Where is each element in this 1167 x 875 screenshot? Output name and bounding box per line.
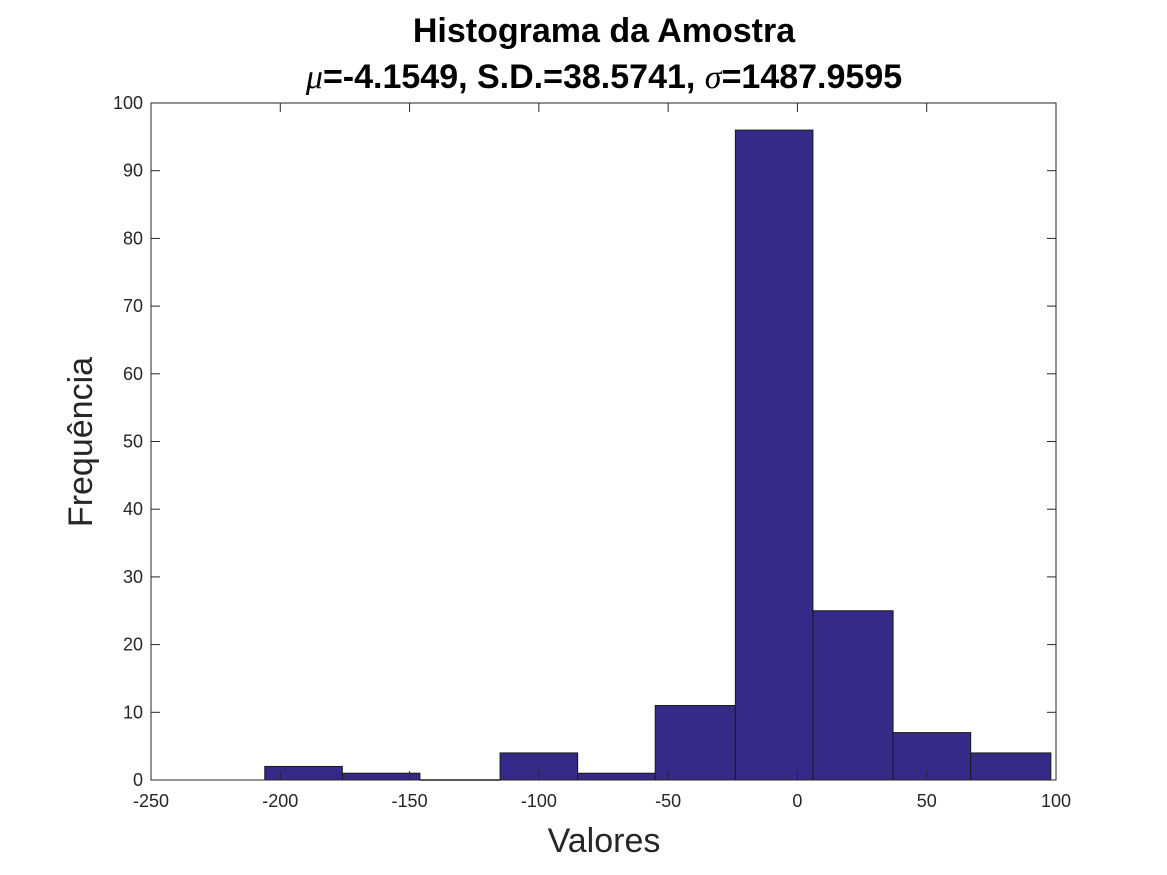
- y-tick-label: 60: [123, 364, 143, 384]
- x-tick-label: 0: [792, 791, 802, 811]
- axes: [150, 102, 1057, 781]
- histogram-bars: [264, 129, 1052, 781]
- histogram-bar-7: [812, 610, 894, 781]
- y-tick-label: 20: [123, 635, 143, 655]
- histogram-bar-6: [734, 129, 814, 781]
- y-tick-label: 40: [123, 499, 143, 519]
- x-axis-label: Valores: [548, 822, 661, 860]
- y-axis-ticks: 0 10 20 30 40 50 60 70 80 90 100: [113, 93, 1056, 790]
- histogram-bar-8: [892, 732, 972, 781]
- x-tick-label: -50: [655, 791, 681, 811]
- y-tick-label: 80: [123, 228, 143, 248]
- x-tick-label: -200: [262, 791, 298, 811]
- x-tick-label: -250: [133, 791, 169, 811]
- y-tick-label: 10: [123, 702, 143, 722]
- y-axis-label: Frequência: [62, 357, 100, 527]
- histogram-bar-9: [970, 752, 1052, 781]
- y-tick-label: 70: [123, 296, 143, 316]
- sigma-symbol: σ: [705, 59, 723, 96]
- y-tick-label: 30: [123, 567, 143, 587]
- x-tick-label: 100: [1041, 791, 1071, 811]
- subtitle-mean-sd: =-4.1549, S.D.=38.5741,: [323, 58, 705, 96]
- x-axis-ticks: -250 -200 -150 -100 -50 0 50 100: [133, 103, 1071, 811]
- x-tick-label: -150: [392, 791, 428, 811]
- subtitle-variance: =1487.9595: [722, 58, 903, 96]
- y-tick-label: 50: [123, 432, 143, 452]
- y-tick-label: 90: [123, 161, 143, 181]
- histogram-bar-4: [577, 772, 656, 781]
- histogram-bar-1: [341, 772, 421, 781]
- y-tick-label: 100: [113, 93, 143, 113]
- histogram-bar-5: [654, 705, 736, 781]
- plot-box: [150, 102, 1057, 781]
- mu-symbol: μ: [305, 59, 323, 96]
- y-tick-label: 0: [133, 770, 143, 790]
- x-tick-label: 50: [917, 791, 937, 811]
- x-tick-label: -100: [521, 791, 557, 811]
- chart-title: Histograma da Amostra: [413, 12, 796, 50]
- chart-subtitle: μ=-4.1549, S.D.=38.5741, σ=1487.9595: [305, 58, 902, 96]
- histogram-bar-0: [264, 765, 343, 781]
